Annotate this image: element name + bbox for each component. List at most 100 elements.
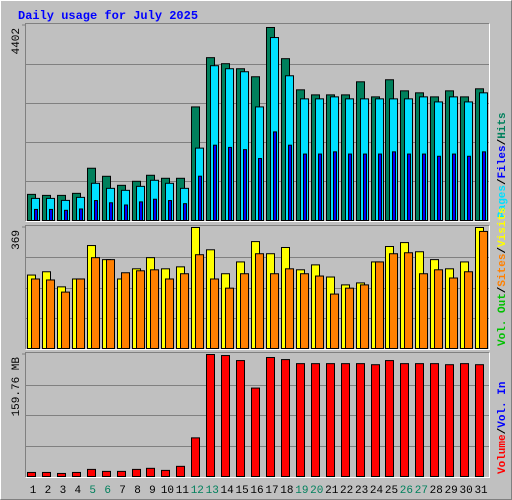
bar xyxy=(225,287,234,350)
x-tick-label: 25 xyxy=(385,485,398,497)
bar xyxy=(482,151,486,221)
x-tick-label: 15 xyxy=(235,485,248,497)
x-tick-label: 22 xyxy=(340,485,353,497)
plot-border-dark xyxy=(25,352,490,478)
bar xyxy=(475,364,484,477)
legend-entry: Sites xyxy=(497,254,509,287)
legend-separator: / xyxy=(497,286,509,293)
x-tick-label: 29 xyxy=(445,485,458,497)
x-tick-label: 5 xyxy=(89,485,96,497)
bar xyxy=(288,144,292,221)
bar xyxy=(430,363,439,478)
bar xyxy=(389,253,398,349)
bar xyxy=(221,355,230,477)
bar xyxy=(392,151,396,221)
bar xyxy=(87,468,96,478)
bar xyxy=(153,198,157,221)
bar xyxy=(195,254,204,349)
bar xyxy=(251,387,260,477)
x-tick-label: 6 xyxy=(104,485,111,497)
bar xyxy=(333,151,337,221)
x-tick-label: 13 xyxy=(206,485,219,497)
bar xyxy=(49,208,53,222)
plot-border-light xyxy=(25,352,490,478)
x-tick-label: 21 xyxy=(325,485,339,497)
bar xyxy=(161,469,170,478)
bar xyxy=(415,363,424,478)
bar xyxy=(273,131,277,221)
bar xyxy=(61,291,70,349)
bar xyxy=(228,146,232,221)
bar xyxy=(180,273,189,350)
bar xyxy=(106,259,115,349)
x-tick-label: 26 xyxy=(400,485,413,497)
bar xyxy=(345,287,354,350)
bar xyxy=(300,273,309,350)
bar xyxy=(210,278,219,350)
plot-border-dark xyxy=(25,225,490,350)
bar xyxy=(326,363,335,478)
x-tick-label: 9 xyxy=(149,485,156,497)
bar xyxy=(94,200,98,221)
legend-separator: / xyxy=(497,247,509,254)
bar xyxy=(243,149,247,221)
bar xyxy=(176,465,185,477)
x-tick-label: 28 xyxy=(430,485,443,497)
x-tick-label: 17 xyxy=(265,485,278,497)
bar xyxy=(206,354,215,477)
x-tick-label: 10 xyxy=(161,485,174,497)
bar xyxy=(240,273,249,350)
legend: Pages/Files/Hits xyxy=(497,112,509,218)
plot-border-dark xyxy=(25,23,490,222)
x-tick-label: 12 xyxy=(191,485,204,497)
bar xyxy=(400,363,409,478)
x-tick-label: 11 xyxy=(176,485,190,497)
bar xyxy=(385,360,394,477)
chart-title: Daily usage for July 2025 xyxy=(18,9,198,23)
bar xyxy=(258,157,262,222)
x-tick-label: 3 xyxy=(60,485,67,497)
x-tick-label: 7 xyxy=(119,485,126,497)
bar xyxy=(315,275,324,349)
bar xyxy=(449,277,458,350)
y-tick-label: 159.76 MB xyxy=(11,357,23,417)
legend-entry: Hits xyxy=(497,112,509,138)
bar xyxy=(117,470,126,477)
legend-entry: Pages xyxy=(497,185,509,218)
bar xyxy=(213,144,217,221)
bar xyxy=(467,155,471,222)
y-tick-label: 4402 xyxy=(11,28,23,54)
legend-entry: Visits xyxy=(497,207,509,247)
x-tick-label: 14 xyxy=(221,485,235,497)
x-tick-label: 4 xyxy=(75,485,82,497)
legend-separator: / xyxy=(497,138,509,145)
bar xyxy=(266,357,275,478)
x-tick-label: 20 xyxy=(310,485,323,497)
bar xyxy=(121,272,130,350)
legend-separator: / xyxy=(497,178,509,185)
legend-separator: / xyxy=(497,427,509,434)
bar xyxy=(72,471,81,477)
bar xyxy=(318,153,322,221)
bar xyxy=(46,279,55,349)
x-tick-label: 23 xyxy=(355,485,368,497)
bar xyxy=(363,153,367,221)
bar xyxy=(360,284,369,350)
bar xyxy=(404,252,413,350)
bar xyxy=(330,293,339,350)
bar xyxy=(356,363,365,478)
x-tick-label: 1 xyxy=(30,485,37,497)
legend-entry: Vol. In xyxy=(497,382,509,428)
x-tick-label: 19 xyxy=(295,485,308,497)
bar xyxy=(165,278,174,350)
legend-entry: Volume xyxy=(497,434,509,474)
bar xyxy=(434,269,443,349)
bar xyxy=(139,201,143,221)
bar xyxy=(102,470,111,477)
bar xyxy=(64,209,68,221)
bar xyxy=(452,153,456,221)
bar xyxy=(270,273,279,350)
bar xyxy=(57,472,66,477)
bar xyxy=(79,208,83,222)
